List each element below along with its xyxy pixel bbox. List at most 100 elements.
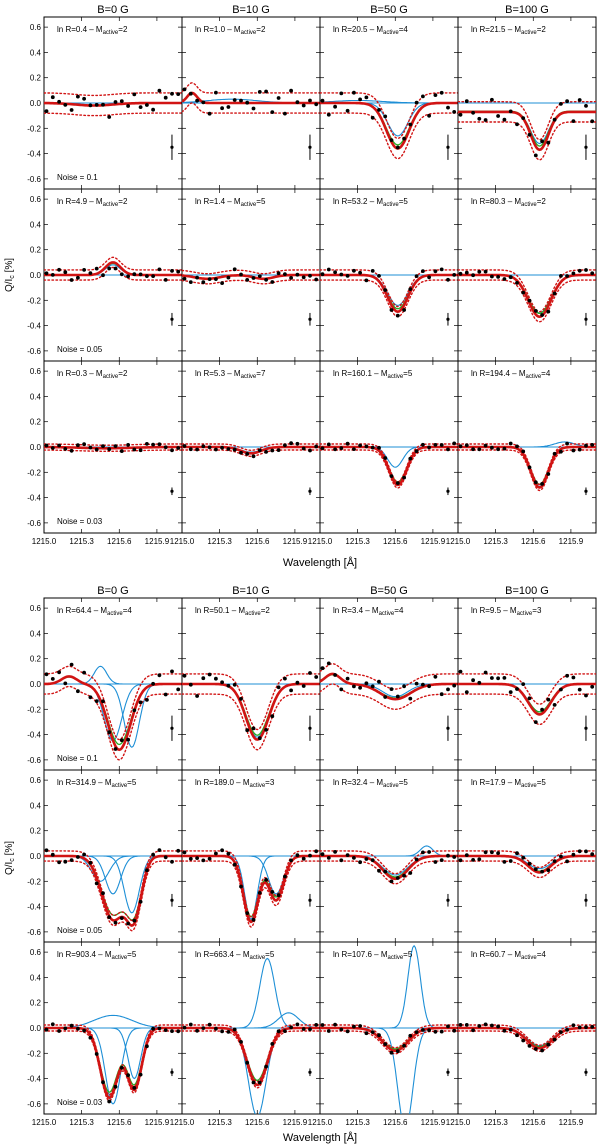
observation-point — [339, 1027, 344, 1032]
observation-point — [176, 1029, 181, 1034]
observation-point — [552, 1037, 557, 1042]
observation-point — [207, 445, 212, 450]
observation-point — [540, 707, 544, 712]
observation-point — [364, 95, 369, 100]
observation-point — [565, 859, 569, 864]
observation-point — [257, 90, 262, 94]
observation-point — [383, 1042, 388, 1046]
observation-point — [433, 674, 438, 679]
observation-point — [345, 676, 350, 681]
observation-point — [151, 681, 156, 686]
observation-point — [188, 1022, 193, 1027]
panel-annotation: ln R=50.1 – Mactive=2 — [195, 606, 270, 617]
observation-point — [421, 1028, 425, 1032]
panel-plot-area — [182, 848, 320, 928]
observation-point — [126, 921, 130, 926]
observation-point — [427, 275, 431, 280]
y-tick-label: -0.2 — [27, 124, 41, 133]
observation-point — [50, 273, 55, 277]
observation-point — [113, 266, 118, 271]
panel-annotation: ln R=903.4 – Mactive=5 — [57, 950, 137, 961]
observation-point — [559, 854, 563, 859]
observation-point — [464, 690, 469, 694]
observation-point — [358, 685, 362, 690]
panel-plot-area — [182, 267, 320, 285]
observation-point — [251, 1080, 256, 1085]
observation-point — [88, 695, 93, 700]
observation-point — [57, 1029, 61, 1033]
observation-point — [515, 444, 519, 449]
observation-point — [132, 1086, 137, 1090]
observation-point — [383, 288, 388, 292]
observation-point — [439, 267, 444, 272]
observation-point — [546, 472, 551, 476]
observation-point — [270, 1042, 275, 1046]
observation-point — [408, 456, 413, 461]
observation-point — [69, 448, 74, 453]
y-axis-label: Q/Ic [%] — [4, 841, 16, 875]
observation-point — [483, 443, 488, 448]
observation-point — [283, 874, 287, 879]
observation-point — [251, 106, 256, 111]
observation-point — [508, 1027, 513, 1032]
observation-point — [471, 110, 475, 115]
observation-point — [584, 443, 588, 448]
noise-error-bar-center — [446, 317, 450, 321]
observation-point — [207, 672, 212, 677]
observation-point — [389, 474, 394, 478]
observation-point — [88, 445, 93, 450]
observation-point — [540, 1048, 544, 1053]
observation-point — [502, 860, 507, 864]
y-tick-label: 0.4 — [30, 629, 42, 638]
column-title-b0: B=0 G — [97, 4, 129, 16]
observation-point — [395, 694, 400, 699]
observation-point — [345, 108, 350, 113]
panel-b0-r1-c2: ln R=53.2 – Mactive=5 — [319, 188, 459, 362]
observation-point — [107, 447, 112, 452]
panel-plot-area — [44, 662, 182, 761]
observation-point — [377, 445, 381, 450]
observation-point — [590, 119, 595, 124]
observation-point — [132, 92, 137, 97]
observation-point — [301, 1027, 306, 1031]
y-tick-label: -0.2 — [27, 296, 41, 305]
y-tick-label: 0.0 — [30, 680, 42, 689]
observation-point — [44, 271, 49, 276]
observation-point — [402, 136, 406, 141]
panel-b0-r0-c1: ln R=1.0 – Mactive=2 — [181, 16, 321, 190]
observation-point — [358, 97, 362, 102]
observation-point — [395, 1049, 400, 1054]
observation-point — [446, 687, 450, 692]
panel-b0-r1-c3: ln R=80.3 – Mactive=2 — [457, 188, 597, 362]
observation-point — [452, 110, 457, 114]
observation-point — [170, 859, 174, 864]
observation-point — [270, 448, 275, 453]
observation-point — [94, 266, 99, 271]
observation-point — [69, 278, 74, 282]
observation-point — [295, 853, 300, 858]
observation-point — [439, 858, 444, 862]
y-tick-label: 0.6 — [30, 948, 42, 957]
column-title-b10: B=10 G — [232, 585, 270, 597]
best-fit-curve — [458, 1026, 596, 1050]
y-tick-label: -0.4 — [27, 903, 41, 912]
observation-point — [508, 441, 513, 446]
observation-point — [220, 445, 225, 450]
confidence-band — [44, 860, 182, 932]
observation-point — [119, 1065, 124, 1070]
observation-point — [370, 115, 375, 120]
observation-point — [145, 442, 149, 446]
observation-point — [477, 1024, 482, 1028]
panel-plot-area — [458, 268, 596, 323]
observation-point — [289, 688, 293, 693]
observation-point — [345, 441, 350, 446]
y-tick-label: 0.6 — [30, 776, 42, 785]
observation-point — [433, 1029, 438, 1034]
observation-point — [170, 269, 174, 273]
observation-point — [170, 669, 174, 674]
x-tick-label: 1215.0 — [446, 537, 471, 546]
y-tick-label: 0.0 — [30, 1024, 42, 1033]
observation-point — [251, 454, 256, 459]
observation-point — [414, 100, 419, 105]
observation-point — [527, 1044, 532, 1048]
